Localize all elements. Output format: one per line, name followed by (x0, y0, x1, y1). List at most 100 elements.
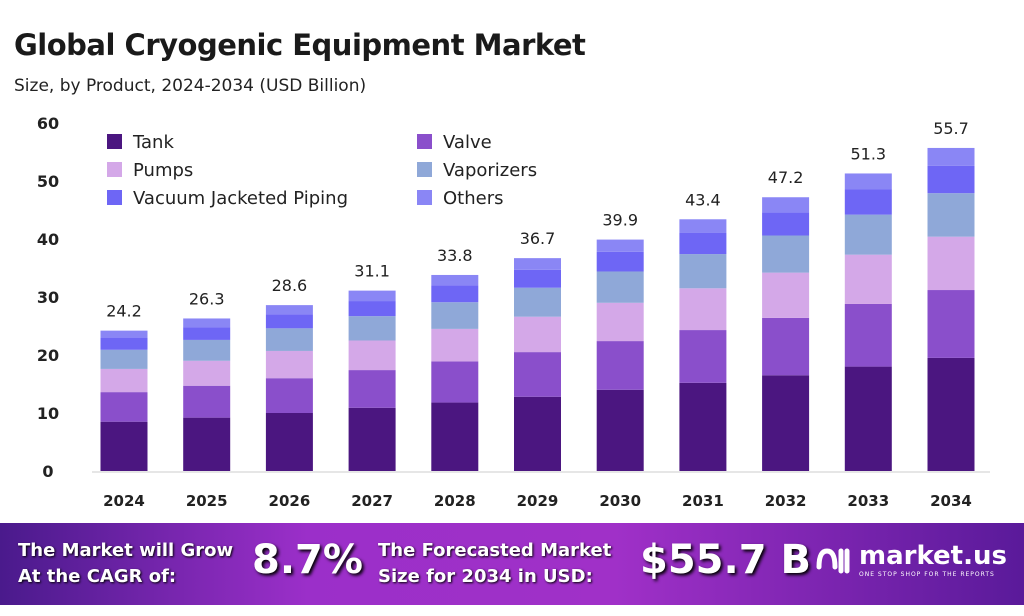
forecast-label-line2: Size for 2034 in USD: (378, 566, 593, 587)
bar-segment-others (596, 239, 644, 252)
logo-text: market.us (859, 541, 1007, 571)
bar-segment-pumps (679, 288, 727, 331)
bar-segment-valve (762, 317, 810, 376)
logo-icon (816, 547, 850, 573)
x-tick-label: 2025 (186, 492, 228, 510)
legend-swatch (417, 162, 432, 177)
legend-label: Pumps (133, 160, 193, 181)
bar-segment-valve (679, 330, 727, 383)
y-tick-label: 30 (37, 288, 59, 307)
cagr-value: 8.7% (252, 537, 363, 583)
bar-segment-vacuum-jacketed-piping (514, 269, 561, 288)
bar-segment-vaporizers (348, 316, 396, 341)
x-tick-label: 2034 (930, 492, 972, 510)
bar-segment-vaporizers (514, 287, 561, 317)
bar-segment-tank (431, 402, 479, 471)
bar-segment-others (265, 305, 313, 315)
total-label: 26.3 (189, 289, 225, 308)
y-tick-label: 50 (37, 172, 59, 191)
bar-segment-pumps (844, 254, 892, 304)
total-label: 47.2 (768, 168, 804, 187)
bar-segment-valve (927, 290, 975, 358)
bar-segment-vacuum-jacketed-piping (679, 232, 727, 255)
chart-title: Global Cryogenic Equipment Market (14, 28, 586, 62)
bar-segment-pumps (514, 316, 561, 353)
bar-segment-vaporizers (596, 271, 644, 303)
bar-segment-valve (596, 341, 644, 390)
legend-label: Vaporizers (443, 160, 537, 181)
bar-segment-vaporizers (265, 328, 313, 351)
bar-segment-others (679, 219, 727, 233)
x-tick-label: 2026 (269, 492, 311, 510)
total-label: 36.7 (520, 229, 556, 248)
bar-segment-valve (100, 392, 148, 422)
bar-segment-vacuum-jacketed-piping (762, 212, 810, 236)
bar-segment-others (514, 258, 561, 270)
bar-segment-tank (265, 413, 313, 471)
cagr-label-line2: At the CAGR of: (18, 566, 177, 587)
legend-swatch (107, 190, 122, 205)
bar-segment-valve (844, 303, 892, 367)
forecast-value: $55.7 B (640, 537, 811, 583)
bar-segment-tank (183, 417, 231, 471)
stacked-bar-chart: 010203040506024.2202426.3202528.6202631.… (37, 114, 990, 510)
bar-segment-vaporizers (183, 339, 231, 361)
bar-segment-tank (762, 375, 810, 471)
bar-segment-vaporizers (762, 235, 810, 273)
bar-segment-tank (844, 366, 892, 471)
bar-segment-tank (679, 382, 727, 471)
cagr-label-line1: The Market will Grow (18, 540, 234, 561)
bar-segment-vacuum-jacketed-piping (596, 251, 644, 272)
total-label: 39.9 (602, 211, 638, 230)
total-label: 43.4 (685, 190, 721, 209)
x-tick-label: 2032 (765, 492, 807, 510)
y-tick-label: 60 (37, 114, 59, 133)
bar-segment-pumps (927, 236, 975, 291)
cagr-label: The Market will Grow At the CAGR of: (18, 538, 233, 590)
bar-segment-tank (596, 389, 644, 471)
bar-segment-valve (183, 385, 231, 418)
legend-label: Vacuum Jacketed Piping (133, 188, 348, 209)
bar-segment-pumps (431, 328, 479, 362)
bar-segment-others (927, 147, 975, 166)
bar-segment-others (431, 274, 479, 286)
bar-segment-pumps (265, 350, 313, 379)
legend-swatch (417, 190, 432, 205)
bar-segment-valve (431, 361, 479, 403)
bar-segment-tank (348, 407, 396, 471)
total-label: 24.2 (106, 302, 142, 321)
y-tick-label: 0 (42, 462, 53, 481)
forecast-label: The Forecasted Market Size for 2034 in US… (378, 538, 611, 590)
bar-segment-pumps (762, 272, 810, 318)
bar-segment-tank (927, 357, 975, 471)
x-tick-label: 2027 (351, 492, 393, 510)
y-tick-label: 10 (37, 404, 59, 423)
bar-segment-pumps (183, 360, 231, 386)
legend-swatch (107, 134, 122, 149)
bar-segment-valve (348, 370, 396, 408)
total-label: 33.8 (437, 246, 473, 265)
bar-segment-valve (265, 378, 313, 413)
bar-segment-others (348, 290, 396, 302)
bar-segment-pumps (596, 302, 644, 342)
x-tick-label: 2033 (847, 492, 889, 510)
x-tick-label: 2029 (517, 492, 559, 510)
bar-segment-pumps (100, 368, 148, 393)
bar-segment-vacuum-jacketed-piping (844, 189, 892, 215)
y-tick-label: 20 (37, 346, 59, 365)
legend-swatch (417, 134, 432, 149)
summary-banner: The Market will Grow At the CAGR of: 8.7%… (0, 523, 1024, 605)
forecast-label-line1: The Forecasted Market (378, 540, 612, 561)
x-tick-label: 2031 (682, 492, 724, 510)
bar-segment-vaporizers (100, 349, 148, 369)
chart-subtitle: Size, by Product, 2024-2034 (USD Billion… (14, 76, 367, 96)
legend-label: Others (443, 188, 504, 209)
bar-segment-valve (514, 352, 561, 397)
bar-segment-vacuum-jacketed-piping (265, 314, 313, 329)
bar-segment-others (100, 330, 148, 338)
bar-segment-others (762, 197, 810, 213)
total-label: 28.6 (272, 276, 308, 295)
x-tick-label: 2028 (434, 492, 476, 510)
legend-swatch (107, 162, 122, 177)
bar-segment-vaporizers (844, 214, 892, 255)
